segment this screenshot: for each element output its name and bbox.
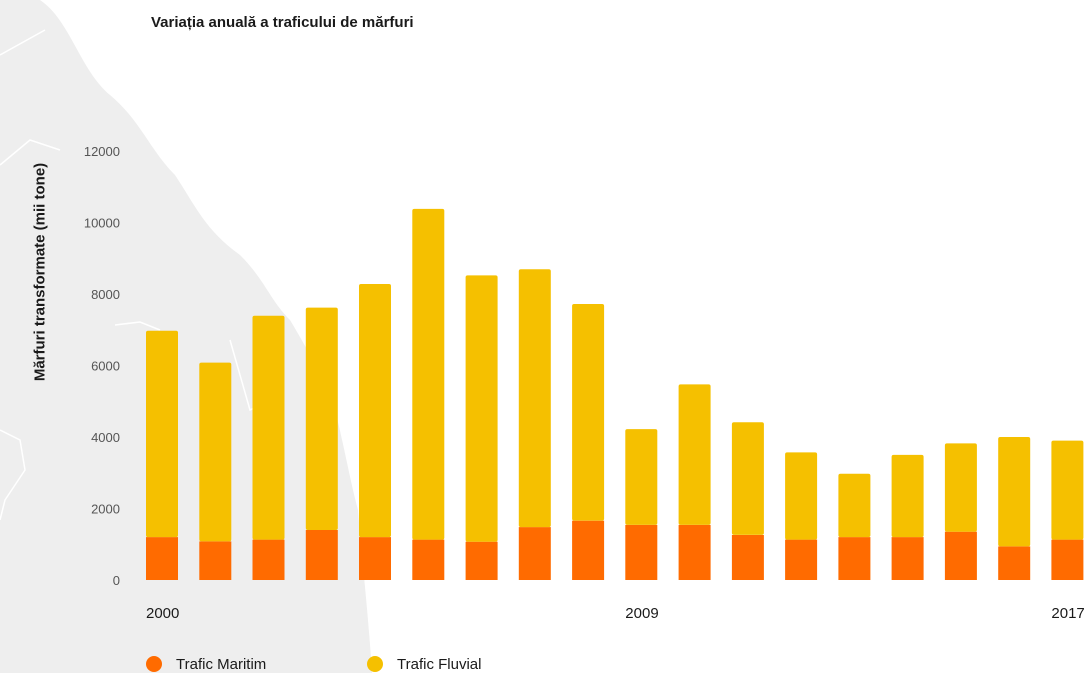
bar-maritim-2003[interactable] xyxy=(305,530,338,580)
bar-fluvial-2001[interactable] xyxy=(199,362,232,542)
legend-label-maritim: Trafic Maritim xyxy=(176,655,267,673)
y-tick-label: 6000 xyxy=(91,359,120,374)
legend-dot-fluvial xyxy=(367,656,383,672)
bar-maritim-2012[interactable] xyxy=(785,539,818,580)
x-tick-label: 2000 xyxy=(146,605,179,622)
bar-fluvial-2008[interactable] xyxy=(572,304,605,521)
bar-fluvial-2011[interactable] xyxy=(731,422,764,535)
bar-fluvial-2017[interactable] xyxy=(1051,440,1084,540)
bar-fluvial-2004[interactable] xyxy=(359,284,391,538)
x-tick-label: 2017 xyxy=(1051,605,1084,622)
y-tick-label: 0 xyxy=(113,573,120,588)
legend-label-fluvial: Trafic Fluvial xyxy=(397,655,482,673)
bar-maritim-2008[interactable] xyxy=(572,520,605,580)
bar-fluvial-2013[interactable] xyxy=(838,473,871,538)
y-tick-label: 2000 xyxy=(91,502,120,517)
bar-maritim-2004[interactable] xyxy=(359,537,391,580)
bar-fluvial-2002[interactable] xyxy=(252,315,285,540)
legend-item-maritim[interactable]: Trafic Maritim xyxy=(146,654,266,673)
bar-fluvial-2014[interactable] xyxy=(891,454,924,538)
bar-fluvial-2007[interactable] xyxy=(518,269,551,528)
bar-fluvial-2005[interactable] xyxy=(412,208,445,540)
bar-maritim-2017[interactable] xyxy=(1051,539,1084,580)
bar-fluvial-2006[interactable] xyxy=(465,275,498,542)
chart-title: Variația anuală a traficului de mărfuri xyxy=(151,14,414,31)
bar-maritim-2016[interactable] xyxy=(998,546,1031,580)
bar-maritim-2006[interactable] xyxy=(465,541,498,580)
bar-maritim-2010[interactable] xyxy=(678,524,711,580)
y-tick-label: 10000 xyxy=(84,216,120,231)
legend-dot-maritim xyxy=(146,656,162,672)
legend-item-fluvial[interactable]: Trafic Fluvial xyxy=(367,654,481,673)
bar-fluvial-2009[interactable] xyxy=(625,429,658,525)
bar-maritim-2009[interactable] xyxy=(625,524,658,580)
bar-maritim-2001[interactable] xyxy=(199,541,232,580)
y-tick-label: 12000 xyxy=(84,144,120,159)
bar-maritim-2007[interactable] xyxy=(518,527,551,580)
bar-fluvial-2003[interactable] xyxy=(305,307,338,530)
y-tick-label: 8000 xyxy=(91,287,120,302)
bar-maritim-2005[interactable] xyxy=(412,539,445,580)
y-tick-label: 4000 xyxy=(91,430,120,445)
bar-fluvial-2000[interactable] xyxy=(146,330,178,538)
bar-maritim-2011[interactable] xyxy=(731,535,764,580)
bar-fluvial-2012[interactable] xyxy=(785,452,818,540)
bar-maritim-2000[interactable] xyxy=(146,537,178,580)
bar-fluvial-2016[interactable] xyxy=(998,437,1031,547)
bar-maritim-2013[interactable] xyxy=(838,537,871,580)
bar-maritim-2015[interactable] xyxy=(944,531,977,580)
bar-fluvial-2010[interactable] xyxy=(678,384,711,525)
bar-maritim-2002[interactable] xyxy=(252,539,285,580)
bar-fluvial-2015[interactable] xyxy=(944,443,977,532)
bar-maritim-2014[interactable] xyxy=(891,537,924,580)
x-tick-label: 2009 xyxy=(625,605,658,622)
